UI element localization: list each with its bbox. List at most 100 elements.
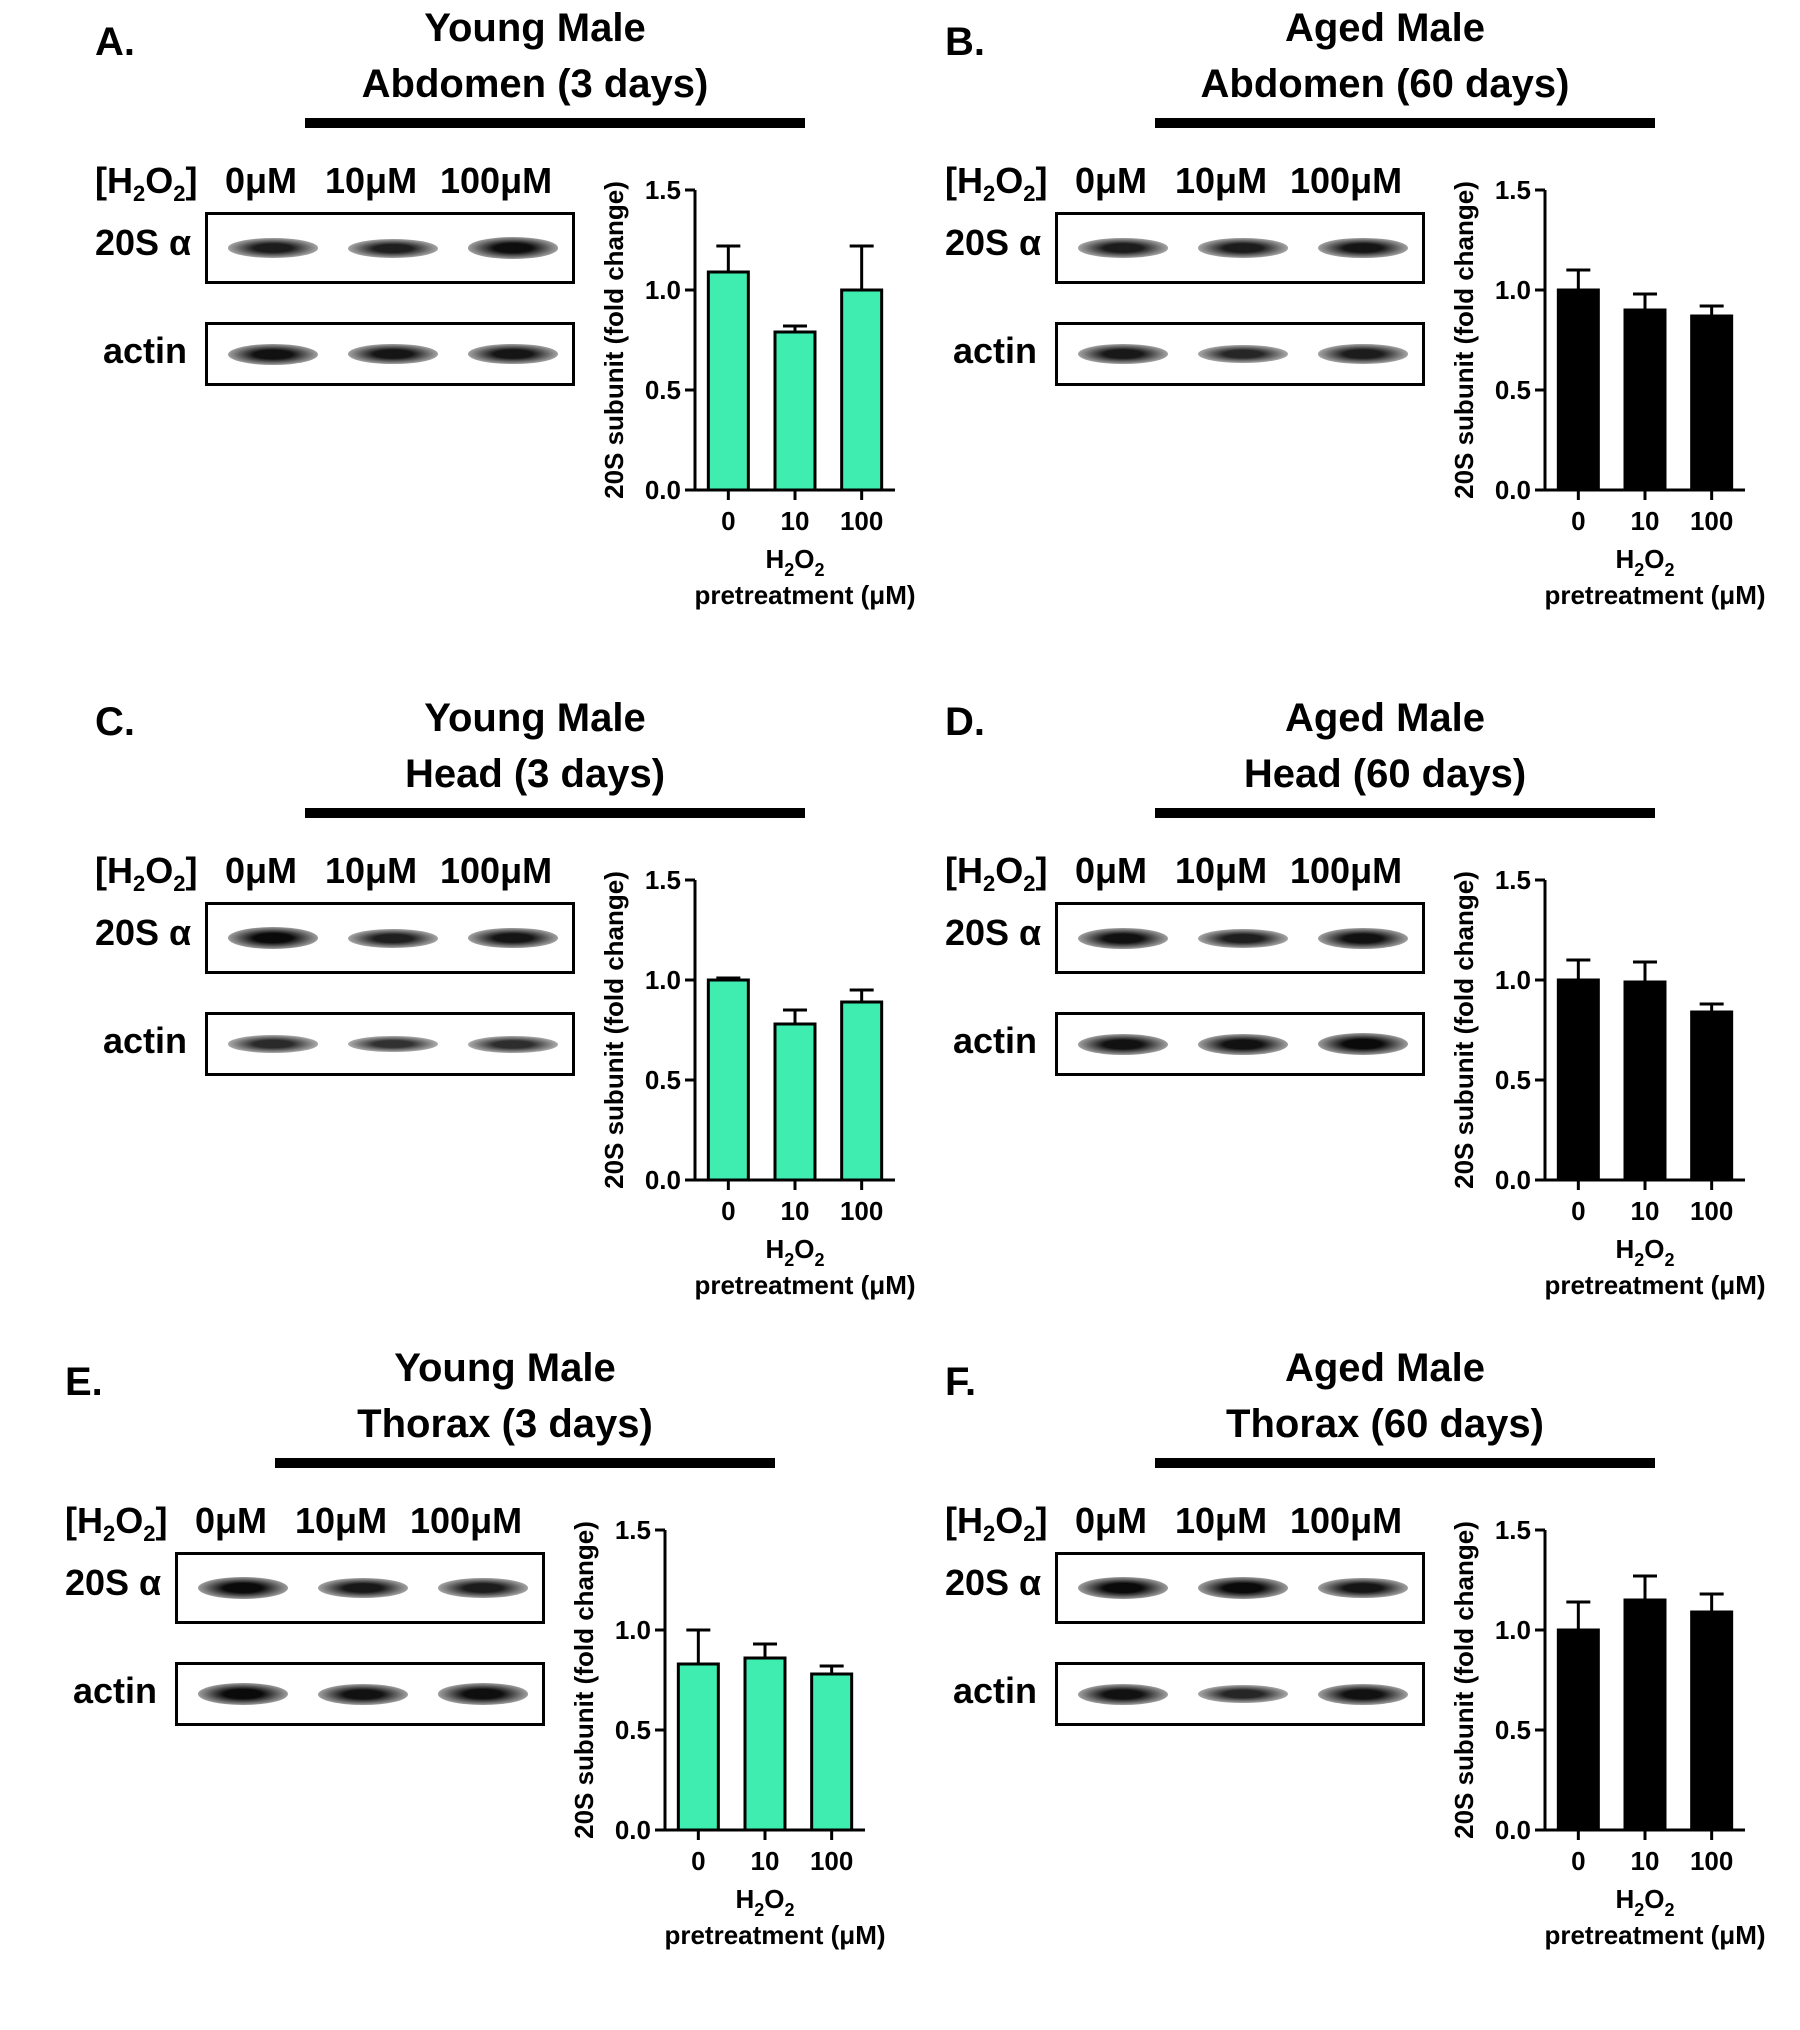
bar: [1623, 308, 1667, 492]
x-axis-label-line1: H2O2: [1615, 1884, 1674, 1920]
row-label-20s: 20S α: [95, 912, 192, 953]
x-tick-label: 100: [1690, 1196, 1733, 1226]
h2o2-header: [H2O2]: [945, 1500, 1048, 1547]
x-axis-label-line1: H2O2: [1615, 544, 1674, 580]
blot-band: [228, 238, 318, 258]
blot-actin: [175, 1662, 545, 1726]
blot-band: [468, 1035, 558, 1053]
bar: [1690, 314, 1734, 492]
bar: [1623, 980, 1667, 1182]
blot-actin: [1055, 1662, 1425, 1726]
x-tick-label: 0: [1571, 1196, 1585, 1226]
y-tick-label: 0.5: [645, 1065, 681, 1095]
blot-band: [438, 1578, 528, 1598]
row-label-20s: 20S α: [945, 1562, 1042, 1603]
x-axis-label-line2: pretreatment (μM): [1544, 1270, 1765, 1300]
x-tick-label: 10: [781, 506, 810, 536]
panel-title: Aged Male Thorax (60 days): [1135, 1340, 1635, 1452]
y-tick-label: 0.0: [1495, 475, 1531, 505]
blot-band: [198, 1683, 288, 1705]
blot-band: [318, 1578, 408, 1598]
x-tick-label: 100: [840, 506, 883, 536]
bar: [1690, 1010, 1734, 1182]
y-axis-label: 20S subunit (fold change): [1449, 1521, 1479, 1839]
x-axis-label-line2: pretreatment (μM): [1544, 580, 1765, 610]
h2o2-header: [H2O2]: [945, 160, 1048, 207]
panel-f: F. Aged Male Thorax (60 days) [H2O2] 0μM 10μM…: [945, 1340, 1800, 2000]
bar-chart: 0.0 0.5 1.0 1.5 20S subunit (fold change) 0 10…: [1449, 865, 1766, 1300]
blot-20s: [1055, 212, 1425, 284]
y-tick-label: 0.0: [645, 1165, 681, 1195]
title-underline: [305, 118, 805, 128]
blot-band: [468, 343, 558, 365]
blot-band: [438, 1683, 528, 1705]
x-tick-label: 10: [781, 1196, 810, 1226]
y-tick-label: 1.5: [645, 175, 681, 205]
lane-label: 100μM: [410, 1500, 523, 1541]
bar: [676, 1662, 720, 1832]
blot-band: [348, 343, 438, 365]
x-axis-label-line2: pretreatment (μM): [694, 1270, 915, 1300]
row-label-actin: actin: [103, 330, 188, 371]
h2o2-header: [H2O2]: [95, 850, 198, 897]
title-underline: [1155, 1458, 1655, 1468]
y-tick-label: 0.5: [1495, 1715, 1531, 1745]
blot-band: [1078, 238, 1168, 258]
row-label-actin: actin: [953, 1020, 1038, 1061]
blot-band: [228, 1035, 318, 1053]
bar: [1690, 1610, 1734, 1832]
title-underline: [305, 808, 805, 818]
x-tick-label: 100: [1690, 506, 1733, 536]
blot-20s: [1055, 902, 1425, 974]
x-axis-label-line2: pretreatment (μM): [694, 580, 915, 610]
panel-title-line1: Young Male: [394, 1346, 616, 1390]
y-tick-label: 1.0: [1495, 1615, 1531, 1645]
lane-label: 10μM: [1175, 160, 1268, 201]
bar-chart: 0.0 0.5 1.0 1.5 20S subunit (fold change) 0 10…: [599, 175, 916, 610]
lane-label: 100μM: [440, 160, 553, 201]
row-label-actin: actin: [103, 1020, 188, 1061]
y-tick-label: 0.5: [1495, 1065, 1531, 1095]
blot-band: [228, 927, 318, 949]
panel-title-line2: Abdomen (3 days): [361, 62, 709, 106]
panel-e: E. Young Male Thorax (3 days) [H2O2] 0μM 10μM…: [65, 1340, 945, 2000]
h2o2-header: [H2O2]: [945, 850, 1048, 897]
x-tick-label: 10: [1631, 506, 1660, 536]
y-tick-label: 1.5: [1495, 865, 1531, 895]
blot-band: [1198, 1577, 1288, 1599]
x-axis-label-line1: H2O2: [1615, 1234, 1674, 1270]
panel-letter: C.: [95, 700, 135, 744]
lane-label: 0μM: [225, 850, 298, 891]
lane-label: 0μM: [1075, 1500, 1148, 1541]
panel-letter: E.: [65, 1360, 103, 1404]
y-tick-label: 1.0: [615, 1615, 651, 1645]
bar: [1623, 1598, 1667, 1832]
panel-a: A. Young Male Abdomen (3 days) [H2O2] 0μM 10μ…: [95, 0, 975, 660]
h2o2-header: [H2O2]: [95, 160, 198, 207]
lane-label: 100μM: [1290, 160, 1403, 201]
bar: [840, 1000, 884, 1182]
row-label-actin: actin: [73, 1670, 158, 1711]
lane-label: 10μM: [325, 160, 418, 201]
x-tick-label: 10: [1631, 1196, 1660, 1226]
title-underline: [1155, 118, 1655, 128]
y-tick-label: 0.5: [615, 1715, 651, 1745]
bar: [773, 1022, 817, 1182]
blot-band: [318, 1683, 408, 1705]
h2o2-header: [H2O2]: [65, 1500, 168, 1547]
x-axis-label-line2: pretreatment (μM): [1544, 1920, 1765, 1950]
blot-actin: [1055, 322, 1425, 386]
blot-20s: [205, 902, 575, 974]
blot-band: [1318, 344, 1408, 364]
panel-title-line1: Aged Male: [1284, 6, 1486, 50]
x-axis-label-line2: pretreatment (μM): [664, 1920, 885, 1950]
x-axis-label-line1: H2O2: [735, 1884, 794, 1920]
blot-band: [1078, 1683, 1168, 1705]
y-tick-label: 0.0: [615, 1815, 651, 1845]
y-axis-label: 20S subunit (fold change): [569, 1521, 599, 1839]
panel-letter: B.: [945, 20, 985, 64]
y-tick-label: 0.0: [1495, 1815, 1531, 1845]
panel-title-line2: Head (60 days): [1243, 752, 1527, 796]
lane-label: 0μM: [1075, 160, 1148, 201]
y-tick-label: 0.0: [645, 475, 681, 505]
